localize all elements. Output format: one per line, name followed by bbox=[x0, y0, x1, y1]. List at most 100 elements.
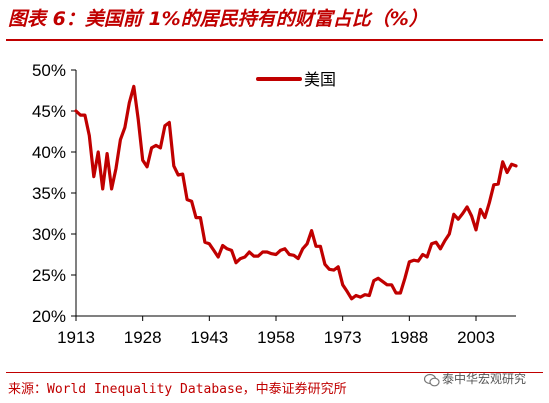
data-point bbox=[439, 247, 442, 250]
data-point bbox=[123, 126, 127, 129]
data-point bbox=[92, 175, 96, 178]
data-point bbox=[474, 228, 478, 232]
data-point bbox=[74, 109, 78, 113]
data-point bbox=[168, 121, 171, 124]
data-point bbox=[221, 244, 224, 247]
data-point bbox=[288, 253, 291, 256]
data-point bbox=[505, 171, 509, 174]
data-point bbox=[159, 146, 162, 150]
data-point bbox=[465, 205, 469, 209]
data-point bbox=[239, 257, 242, 260]
data-point bbox=[394, 291, 398, 295]
data-point bbox=[225, 247, 229, 250]
data-point bbox=[448, 232, 451, 236]
chart-ticks: 20% 25% 30% 35% 40% 45% 50% 1913 1928 1943 1958 197… bbox=[32, 61, 495, 347]
data-point bbox=[483, 216, 487, 219]
data-point bbox=[145, 165, 149, 168]
data-point bbox=[261, 250, 264, 254]
data-point bbox=[443, 239, 447, 242]
data-point bbox=[510, 163, 513, 166]
data-point bbox=[488, 201, 491, 204]
data-point bbox=[430, 242, 433, 245]
legend-label-us: 美国 bbox=[304, 70, 336, 89]
data-point bbox=[292, 254, 295, 257]
data-point bbox=[199, 216, 202, 219]
data-point bbox=[497, 182, 500, 186]
y-tick-label: 35% bbox=[32, 184, 66, 203]
data-point bbox=[337, 265, 340, 268]
data-point bbox=[305, 242, 309, 245]
data-point bbox=[319, 245, 322, 248]
data-point bbox=[492, 183, 495, 186]
data-point bbox=[265, 250, 269, 254]
data-point bbox=[252, 254, 255, 258]
x-tick-label: 1988 bbox=[390, 328, 428, 347]
source-note: 来源：World Inequality Database，中泰证券研究所 bbox=[8, 382, 347, 397]
data-point bbox=[457, 218, 460, 221]
data-point bbox=[128, 101, 131, 105]
data-point bbox=[434, 241, 438, 244]
data-point bbox=[177, 173, 180, 177]
wechat-icon bbox=[424, 373, 440, 386]
data-point bbox=[150, 146, 153, 150]
data-point bbox=[385, 283, 389, 286]
data-point bbox=[203, 241, 207, 244]
data-point bbox=[181, 172, 184, 176]
data-point bbox=[372, 279, 375, 282]
y-tick-label: 40% bbox=[32, 143, 66, 162]
x-tick-label: 1913 bbox=[57, 328, 95, 347]
y-tick-label: 50% bbox=[32, 61, 66, 80]
data-point bbox=[190, 200, 193, 203]
data-point bbox=[314, 245, 318, 248]
data-point bbox=[412, 259, 415, 262]
y-tick-label: 45% bbox=[32, 102, 66, 121]
data-point bbox=[341, 283, 344, 286]
data-point bbox=[359, 295, 362, 299]
data-point bbox=[110, 187, 113, 191]
data-point bbox=[377, 277, 380, 280]
data-point bbox=[172, 164, 175, 168]
data-point bbox=[323, 263, 327, 266]
footer-divider bbox=[6, 372, 543, 373]
data-point bbox=[137, 118, 140, 121]
figure-title: 图表 6：美国前 1%的居民持有的财富占比（%） bbox=[8, 8, 428, 30]
data-point bbox=[257, 254, 260, 258]
data-point bbox=[163, 124, 167, 128]
data-point bbox=[408, 260, 411, 264]
chart-plot-area bbox=[74, 84, 518, 301]
data-point bbox=[132, 85, 135, 88]
x-tick-label: 2003 bbox=[457, 328, 495, 347]
data-point bbox=[425, 255, 429, 259]
watermark-text: 泰中华宏观研究 bbox=[442, 372, 527, 386]
x-tick-label: 1973 bbox=[324, 328, 362, 347]
data-point bbox=[350, 297, 353, 300]
watermark: 泰中华宏观研究 bbox=[424, 370, 526, 387]
data-point bbox=[101, 187, 104, 191]
data-point bbox=[274, 253, 278, 256]
data-point bbox=[154, 144, 158, 147]
data-point bbox=[421, 253, 424, 256]
series-line-us bbox=[74, 84, 518, 301]
data-point bbox=[452, 213, 455, 216]
data-point bbox=[403, 277, 407, 280]
data-point bbox=[119, 138, 122, 141]
data-point bbox=[270, 252, 273, 255]
data-point bbox=[461, 212, 464, 215]
data-point bbox=[194, 216, 198, 219]
data-point bbox=[248, 250, 251, 254]
data-point bbox=[381, 280, 384, 283]
data-point bbox=[230, 249, 233, 252]
data-point bbox=[97, 150, 100, 154]
data-point bbox=[283, 247, 287, 250]
data-point bbox=[354, 294, 358, 297]
data-point bbox=[301, 247, 304, 250]
data-point bbox=[217, 255, 220, 259]
data-point bbox=[243, 255, 247, 259]
data-point bbox=[399, 291, 402, 295]
x-tick-label: 1928 bbox=[124, 328, 162, 347]
data-point bbox=[297, 257, 300, 260]
data-point bbox=[363, 293, 367, 296]
data-point bbox=[208, 242, 211, 245]
data-point bbox=[332, 268, 335, 272]
